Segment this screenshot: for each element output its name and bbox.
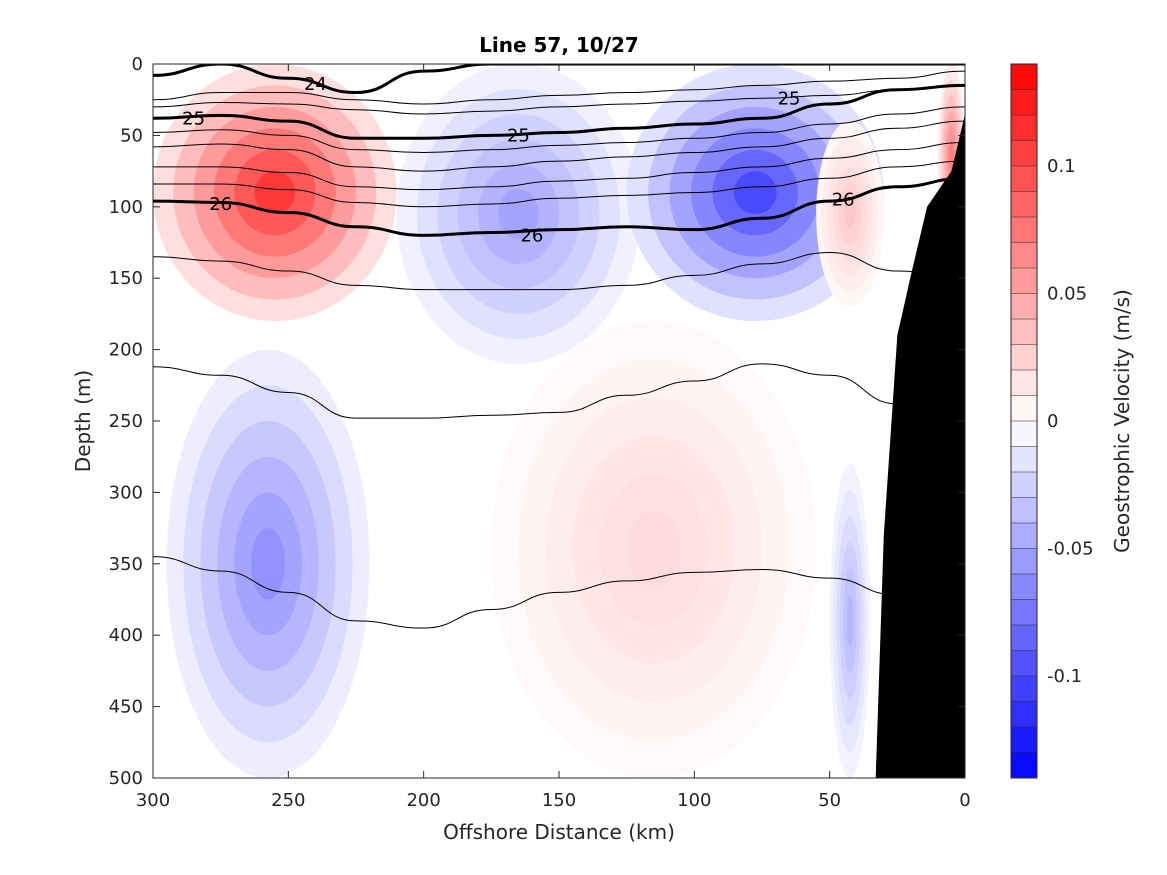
contour-label: 24: [304, 74, 327, 95]
contour-label: 25: [182, 108, 205, 129]
colorbar-tick-label: -0.05: [1047, 539, 1094, 560]
colorbar-bin: [1011, 140, 1037, 167]
isopycnal-line-4: [153, 106, 965, 154]
colorbar-tick-label: 0.05: [1047, 284, 1087, 305]
colorbar-bin: [1011, 293, 1037, 320]
colorbar-bin: [1011, 446, 1037, 473]
isopycnal-line-1: [153, 70, 965, 105]
colorbar: 0.1 0.05 0 -0.05 -0.1: [1010, 63, 1094, 779]
velocity-feature-7: [626, 511, 681, 588]
contour-label: 26: [832, 190, 855, 211]
x-tick-label: 0: [959, 790, 970, 811]
velocity-feature-0: [254, 171, 296, 214]
y-tick-label: 400: [109, 625, 143, 646]
colorbar-bin: [1011, 115, 1037, 141]
chart-title: Line 57, 10/27: [479, 33, 639, 57]
contour-label: 25: [507, 125, 530, 146]
colorbar-bin: [1011, 701, 1037, 728]
colorbar-bin: [1011, 268, 1037, 294]
isopycnal-line-11: [153, 556, 965, 629]
velocity-feature-5: [949, 141, 954, 173]
colorbar-tick-label: 0: [1047, 411, 1058, 432]
x-axis-label: Offshore Distance (km): [443, 820, 675, 844]
colorbar-bin: [1011, 574, 1037, 600]
colorbar-bin: [1011, 89, 1037, 116]
colorbar-bin: [1011, 727, 1037, 753]
isopycnal-line-2: [153, 84, 965, 115]
isopycnal-lines: [153, 64, 965, 629]
velocity-feature-3: [733, 171, 777, 214]
isopycnal-line-8: [153, 176, 965, 237]
y-tick-label: 350: [109, 554, 143, 575]
colorbar-bin: [1011, 752, 1037, 779]
colorbar-bin: [1011, 650, 1037, 677]
contour-label: 25: [778, 88, 801, 109]
x-tick-label: 50: [818, 790, 841, 811]
colorbar-bin: [1011, 676, 1037, 702]
y-tick-label: 100: [109, 197, 143, 218]
y-tick-label: 200: [109, 340, 143, 361]
isopycnal-line-6: [153, 142, 965, 191]
colorbar-bin: [1011, 191, 1037, 218]
colorbar-bin: [1011, 370, 1037, 396]
colorbar-bin: [1011, 523, 1037, 549]
y-tick-label: 300: [109, 482, 143, 503]
isopycnal-line-10: [153, 363, 965, 419]
colorbar-bin: [1011, 599, 1037, 626]
y-axis: 0 50 100 150 200 250 300 350 400 450 500: [109, 54, 965, 789]
contour-label: 26: [209, 194, 232, 215]
isopycnal-line-0: [153, 64, 965, 95]
isopycnal-line-7: [153, 160, 965, 208]
colorbar-bin: [1011, 242, 1037, 269]
colorbar-bin: [1011, 421, 1037, 447]
y-tick-label: 50: [120, 125, 143, 146]
x-tick-label: 200: [406, 790, 440, 811]
bathymetry: [875, 113, 965, 778]
velocity-feature-8: [846, 594, 854, 648]
colorbar-bin: [1011, 344, 1037, 371]
y-axis-label: Depth (m): [71, 370, 95, 472]
colorbar-bin: [1011, 497, 1037, 524]
colorbar-label: Geostrophic Velocity (m/s): [1110, 289, 1134, 553]
colorbar-bin: [1011, 217, 1037, 243]
colorbar-bin: [1011, 548, 1037, 575]
colorbar-tick-label: 0.1: [1047, 156, 1076, 177]
contour-labels: 24 25 25 25 26 26 26: [182, 74, 855, 246]
y-tick-label: 500: [109, 768, 143, 789]
x-tick-label: 150: [542, 790, 576, 811]
colorbar-bin: [1011, 395, 1037, 422]
colorbar-bin: [1011, 166, 1037, 192]
colorbar-frame: [1010, 63, 1038, 779]
colorbar-bin: [1011, 319, 1037, 345]
bathymetry-shape: [875, 113, 965, 778]
colorbar-tick-label: -0.1: [1047, 666, 1082, 687]
colorbar-bin: [1011, 472, 1037, 498]
y-tick-label: 0: [132, 54, 143, 75]
velocity-feature-2: [498, 188, 539, 239]
x-tick-label: 100: [677, 790, 711, 811]
velocity-feature-6: [251, 528, 285, 600]
velocity-feature-4: [844, 198, 856, 230]
x-tick-label: 250: [271, 790, 305, 811]
colorbar-bin: [1011, 625, 1037, 651]
y-tick-label: 450: [109, 697, 143, 718]
isopycnal-line-9: [153, 251, 965, 291]
contour-label: 26: [520, 225, 543, 246]
isopycnal-line-5: [153, 120, 965, 172]
x-axis: 300 250 200 150 100 50 0: [136, 64, 971, 811]
isopycnal-line-3: [153, 83, 965, 140]
colorbar-bin: [1011, 64, 1037, 90]
x-tick-label: 300: [136, 790, 170, 811]
y-tick-label: 250: [109, 411, 143, 432]
y-tick-label: 150: [109, 268, 143, 289]
